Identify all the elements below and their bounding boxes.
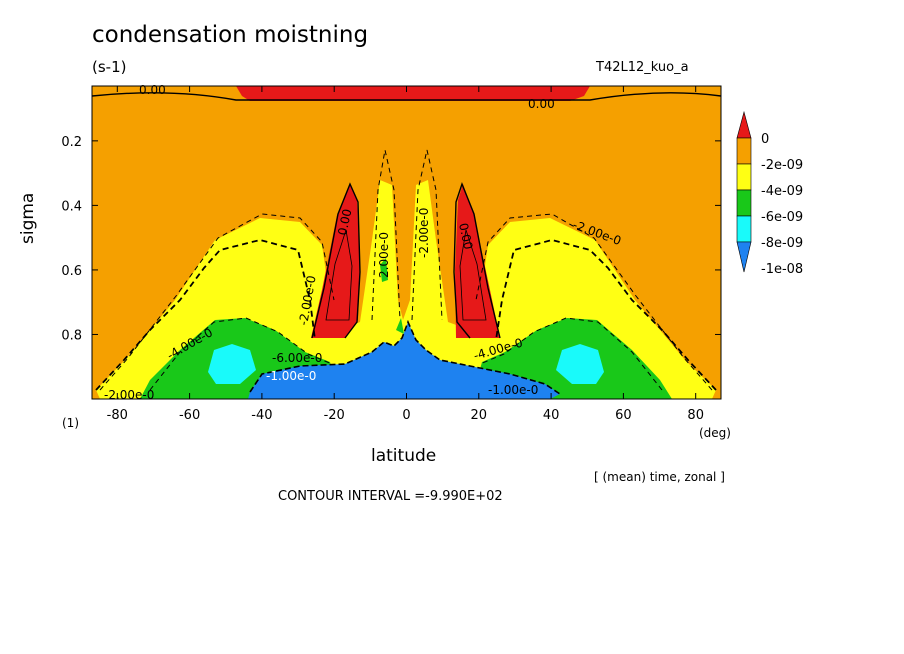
legend-swatch: [736, 137, 752, 165]
x-tick-label: -80: [107, 408, 128, 423]
legend-label: -2e-09: [761, 158, 803, 173]
contour-label: -2.00e-0: [104, 388, 154, 402]
x-tick-label: 0: [402, 408, 410, 423]
y-axis: 0.2 0.4 0.6 0.8: [61, 135, 721, 343]
contour-inner-south: [325, 229, 353, 321]
contour-label: 0.00: [528, 97, 555, 111]
contour-dashed-6: [479, 317, 663, 391]
region-cyan-north: [556, 344, 604, 384]
legend-label: -6e-09: [761, 210, 803, 225]
contour-interval-note: CONTOUR INTERVAL =-9.990E+02: [278, 489, 503, 504]
contour-dashed-3: [95, 239, 316, 391]
region-green-patch: [380, 258, 404, 334]
region-red-lobe-south: [311, 184, 360, 338]
legend-swatch: [736, 163, 752, 191]
contour-label: 0.00: [139, 83, 166, 97]
legend-swatch: [736, 110, 752, 139]
contour-lines: [92, 92, 721, 395]
contour-dashed-4: [495, 239, 717, 391]
contour-label: -1.00e-0: [488, 383, 538, 397]
x-tick-label: 40: [543, 408, 560, 423]
legend-label: -4e-09: [761, 184, 803, 199]
contour-dashed-5: [149, 317, 333, 391]
x-axis: -80 -60 -40 -20 0 20 40 60 80: [107, 86, 704, 423]
x-tick-label: 80: [687, 408, 704, 423]
region-red-top: [236, 86, 590, 101]
x-tick-label: -20: [324, 408, 345, 423]
legend-label: 0: [761, 132, 769, 147]
y-tick-label: 0.4: [61, 199, 82, 214]
x-axis-label: latitude: [371, 446, 437, 466]
color-legend: 0 -2e-09 -4e-09 -6e-09 -8e-09 -1e-08: [736, 110, 803, 277]
y-tick-label: 0.8: [61, 328, 82, 343]
y-tick-label: 0.2: [61, 135, 82, 150]
run-name: T42L12_kuo_a: [596, 60, 689, 75]
level-marker: (1): [62, 416, 79, 430]
contour-dashed-7: [371, 149, 401, 321]
x-tick-label: -40: [251, 408, 272, 423]
contour-blue-edge: [249, 319, 561, 395]
region-blue: [248, 322, 560, 399]
contour-dashed-1: [99, 213, 335, 391]
contour-label: -2.00e-0: [417, 208, 431, 258]
contour-label: -6.00e-0: [272, 351, 322, 365]
legend-swatch: [736, 189, 752, 217]
contour-label: -1.00e-0: [266, 369, 316, 383]
contour-dashed-2: [475, 213, 713, 391]
contour-label: 2.00e-0: [377, 232, 391, 278]
contour-label: 0.00: [456, 222, 475, 251]
region-cyan-south: [208, 344, 256, 384]
x-tick-label: -60: [179, 408, 200, 423]
contour-zero-lobe-north: [453, 181, 501, 339]
contour-zero-top: [92, 92, 721, 101]
legend-swatch: [736, 215, 752, 243]
contour-label: 0.00: [335, 208, 354, 237]
contour-zero-lobe-south: [311, 182, 361, 339]
x-axis-unit: (deg): [699, 426, 731, 440]
legend-label: -8e-09: [761, 236, 803, 251]
chart-units: (s-1): [92, 58, 127, 76]
reduction-note: [ (mean) time, zonal ]: [594, 470, 725, 484]
contour-fill-layer: [92, 86, 721, 399]
x-tick-label: 60: [615, 408, 632, 423]
legend-swatch: [736, 241, 752, 273]
region-red-lobe-north: [455, 184, 500, 338]
y-tick-label: 0.6: [61, 264, 82, 279]
contour-dashed-8: [411, 149, 443, 321]
contour-inner-north: [459, 229, 487, 321]
x-tick-label: 20: [471, 408, 488, 423]
chart-title: condensation moistning: [92, 22, 369, 48]
legend-label: -1e-08: [761, 262, 803, 277]
